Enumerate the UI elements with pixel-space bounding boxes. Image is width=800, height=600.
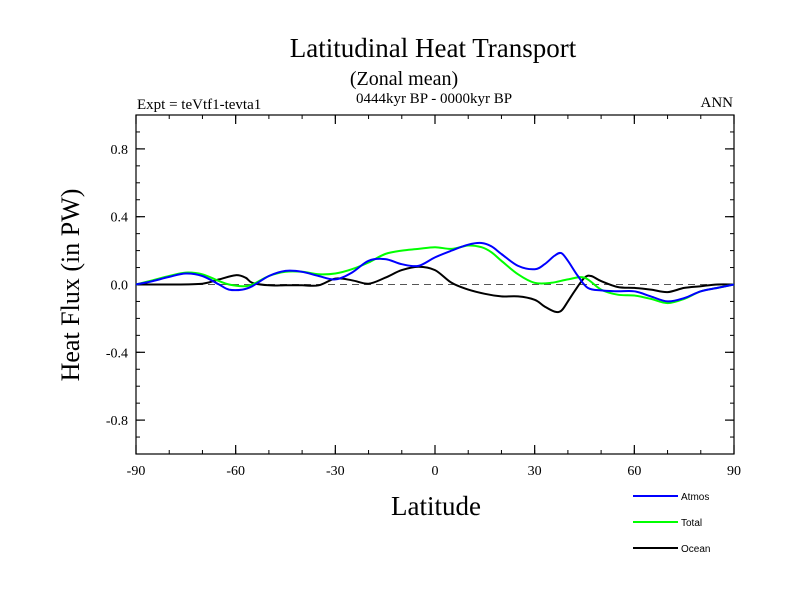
- x-tick-label: 30: [528, 464, 542, 479]
- chart-subtitle: (Zonal mean): [350, 68, 458, 90]
- legend-label-ocean: Ocean: [681, 544, 710, 555]
- x-tick-label: -90: [127, 464, 146, 479]
- period-label: 0444kyr BP - 0000kyr BP: [356, 91, 512, 107]
- y-axis-label: Heat Flux (in PW): [56, 189, 85, 382]
- y-tick-label: 0.8: [111, 143, 129, 158]
- x-tick-label: 90: [727, 464, 741, 479]
- series-line-atmos: [135, 241, 735, 303]
- series-line-ocean: [135, 265, 735, 314]
- y-tick-label: -0.8: [106, 414, 128, 429]
- chart-title: Latitudinal Heat Transport: [290, 33, 577, 63]
- x-tick-label: -30: [326, 464, 345, 479]
- x-axis-label: Latitude: [391, 491, 481, 521]
- x-tick-label: 60: [627, 464, 641, 479]
- x-tick-label: 0: [432, 464, 439, 479]
- legend-label-total: Total: [681, 518, 702, 529]
- series-line-total: [135, 244, 735, 305]
- y-tick-label: 0.0: [111, 279, 129, 294]
- legend-label-atmos: Atmos: [681, 492, 709, 503]
- experiment-label: Expt = teVtf1-tevta1: [137, 97, 261, 113]
- y-tick-label: 0.4: [111, 211, 129, 226]
- x-tick-label: -60: [226, 464, 245, 479]
- season-label: ANN: [701, 95, 734, 111]
- y-tick-label: -0.4: [106, 346, 128, 361]
